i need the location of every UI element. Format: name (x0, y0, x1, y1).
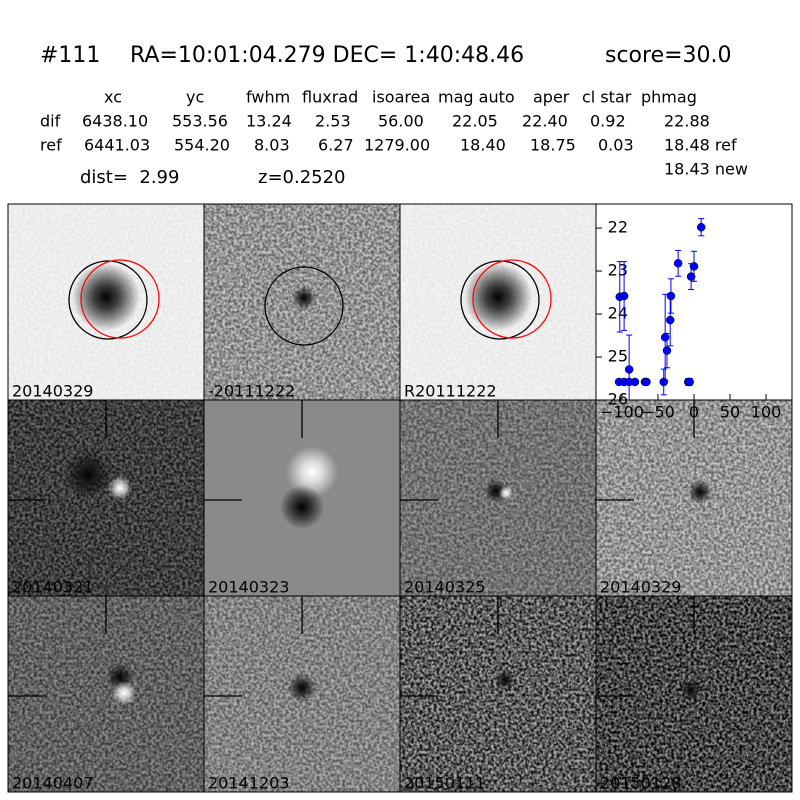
table-cell: 554.20 (174, 136, 230, 155)
data-point (686, 272, 696, 281)
panel-label: 20140323 (208, 578, 289, 597)
panel-label: 20140325 (404, 578, 485, 597)
table-cell: 22.88 (664, 112, 710, 131)
y-tick-label: 26 (608, 390, 628, 409)
x-tick-label: 0 (689, 403, 699, 422)
panel-label: 20141203 (208, 774, 289, 793)
table-cell: 18.48 ref (664, 136, 737, 155)
x-tick-label: 100 (751, 403, 782, 422)
aperture-circle (68, 260, 148, 340)
redshift: z=0.2520 (258, 167, 346, 188)
source-blob (495, 670, 515, 690)
x-tick-label: −100 (600, 403, 644, 422)
panel-label: 20150111 (404, 774, 485, 793)
x-tick-label: 50 (720, 403, 740, 422)
panel-label: -20111222 (208, 382, 295, 401)
source-blob (64, 451, 112, 499)
data-point (642, 377, 651, 387)
source-blob (108, 476, 132, 500)
panel-label: 20140329 (12, 382, 93, 401)
source-blob (288, 674, 316, 702)
aperture-circle-ref (472, 259, 552, 339)
source-blob (280, 485, 324, 529)
table-cell: 56.00 (378, 112, 424, 131)
panel-label: 20140407 (12, 774, 93, 793)
y-tick-label: 24 (608, 304, 628, 323)
table-cell: 8.03 (254, 136, 290, 155)
data-point (685, 377, 694, 387)
panel-label: 20150128 (600, 774, 681, 793)
aperture-circle-ref (80, 259, 160, 339)
data-point (696, 222, 706, 232)
column-header: mag auto (438, 88, 515, 107)
data-point (660, 332, 670, 342)
table-cell: 2.53 (315, 112, 351, 131)
table-cell: 13.24 (246, 112, 292, 131)
table-cell: 0.92 (590, 112, 626, 131)
y-tick-label: 25 (608, 347, 628, 366)
table-cell: dif (40, 112, 61, 131)
panel-label: 20140321 (12, 578, 93, 597)
table-cell: 22.40 (522, 112, 568, 131)
column-header: xc (104, 88, 122, 107)
data-point (659, 377, 668, 387)
column-header: cl star (582, 88, 632, 107)
column-header: isoarea (372, 88, 430, 107)
table-cell: ref (40, 136, 62, 155)
table-cell: 6438.10 (82, 112, 148, 131)
table-cell: 1279.00 (364, 136, 430, 155)
data-point (666, 291, 676, 301)
table-cell: 0.03 (598, 136, 634, 155)
source-blob (464, 263, 532, 331)
table-cell: 18.40 (460, 136, 506, 155)
data-point (689, 262, 699, 271)
object-id: #111 (40, 43, 100, 68)
panel-frame (595, 595, 793, 793)
y-tick-label: 22 (608, 218, 628, 237)
data-point (624, 365, 634, 374)
column-header: yc (186, 88, 204, 107)
table-cell: 18.75 (530, 136, 576, 155)
data-point (673, 259, 683, 268)
phmag-new: 18.43 new (664, 160, 748, 179)
table-cell: 6441.03 (84, 136, 150, 155)
distance: dist= 2.99 (80, 167, 179, 188)
coordinates: RA=10:01:04.279 DEC= 1:40:48.46 (130, 43, 524, 68)
source-blob (286, 446, 338, 498)
source-blob (681, 680, 701, 700)
table-cell: 22.05 (452, 112, 498, 131)
panel-label: R20111222 (404, 382, 497, 401)
column-header: fwhm (246, 88, 290, 107)
aperture-circle (460, 260, 540, 340)
y-tick-label: 23 (608, 261, 628, 280)
source-blob (688, 480, 712, 504)
table-cell: 6.27 (318, 136, 354, 155)
score: score=30.0 (605, 43, 732, 68)
data-point (665, 315, 675, 325)
source-blob (499, 486, 513, 500)
data-point (662, 346, 672, 355)
data-point (630, 377, 640, 387)
data-point (619, 291, 629, 301)
table-cell: 553.56 (172, 112, 228, 131)
source-blob (72, 263, 140, 331)
source-blob (292, 286, 316, 310)
x-tick-label: −50 (641, 403, 675, 422)
column-header: phmag (641, 88, 697, 107)
panel-label: 20140329 (600, 578, 681, 597)
column-header: fluxrad (302, 88, 358, 107)
column-header: aper (533, 88, 570, 107)
source-blob (112, 681, 136, 705)
aperture-circle (264, 266, 344, 346)
